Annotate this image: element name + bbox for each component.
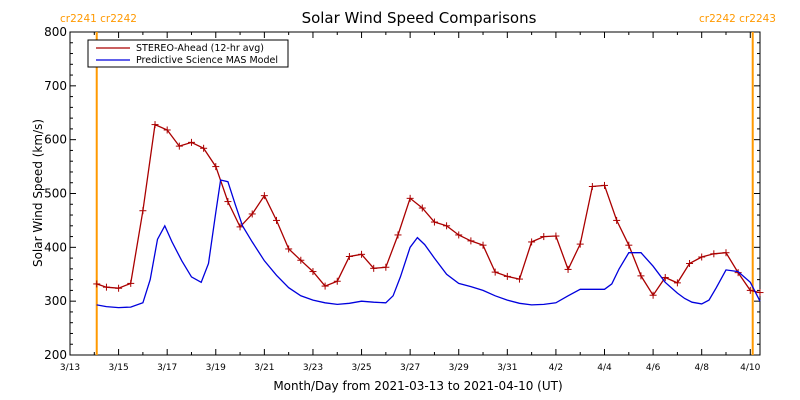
x-tick-label-18: 3/31 — [497, 363, 517, 373]
data-point — [139, 207, 147, 215]
data-point — [661, 273, 669, 281]
data-point — [151, 121, 159, 129]
data-point — [127, 279, 135, 287]
data-point — [479, 241, 487, 249]
x-tick-label-0: 3/13 — [60, 363, 80, 373]
y-tick-label-700: 700 — [44, 79, 67, 93]
data-point — [224, 198, 232, 206]
data-point — [528, 238, 536, 246]
carrington-label-left: cr2241 cr2242 — [60, 13, 137, 25]
data-point — [345, 252, 353, 260]
x-tick-label-20: 4/2 — [549, 363, 563, 373]
data-point — [649, 291, 657, 299]
x-tick-label-22: 4/4 — [597, 363, 612, 373]
carrington-markers — [95, 32, 754, 355]
legend-label-mas-model: Predictive Science MAS Model — [136, 55, 278, 66]
data-point — [285, 245, 293, 253]
data-point — [443, 222, 451, 230]
data-point — [673, 279, 681, 287]
data-point — [382, 263, 390, 271]
y-tick-label-800: 800 — [44, 25, 67, 39]
x-tick-label-16: 3/29 — [449, 363, 469, 373]
x-tick-label-26: 4/8 — [694, 363, 709, 373]
data-point — [467, 237, 475, 245]
legend-label-stereo: STEREO-Ahead (12-hr avg) — [136, 43, 264, 54]
data-point — [163, 126, 171, 134]
legend-box — [87, 39, 289, 68]
x-tick-label-4: 3/17 — [157, 363, 177, 373]
data-point — [200, 144, 208, 152]
x-tick-label-12: 3/25 — [351, 363, 371, 373]
data-point — [394, 231, 402, 239]
data-point — [175, 142, 183, 150]
data-point — [321, 282, 329, 290]
data-point — [722, 249, 730, 257]
carrington-label-right: cr2242 cr2243 — [699, 13, 776, 25]
data-point — [540, 233, 548, 241]
x-tick-label-24: 4/6 — [646, 363, 661, 373]
data-point — [552, 232, 560, 240]
data-point — [503, 272, 511, 280]
data-point — [564, 265, 572, 273]
series-group — [93, 121, 764, 309]
data-point — [370, 264, 378, 272]
data-point — [406, 194, 414, 202]
axes: 200 300 400 500 600 700 800 3/13 3/15 3/17 3/19 3/2… — [44, 25, 761, 373]
y-tick-label-300: 300 — [44, 294, 67, 308]
data-point — [491, 268, 499, 276]
data-point — [613, 216, 621, 224]
chart-title: Solar Wind Speed Comparisons — [302, 9, 537, 27]
data-point — [710, 250, 718, 258]
data-point — [260, 192, 268, 200]
x-tick-label-8: 3/21 — [254, 363, 274, 373]
data-point — [576, 240, 584, 248]
x-axis-label: Month/Day from 2021-03-13 to 2021-04-10 … — [273, 379, 562, 393]
data-point — [588, 183, 596, 191]
data-point — [187, 138, 195, 146]
y-tick-label-200: 200 — [44, 348, 67, 362]
x-tick-label-10: 3/23 — [303, 363, 323, 373]
data-point — [297, 256, 305, 264]
data-point — [333, 277, 341, 285]
data-point — [248, 210, 256, 218]
data-point — [102, 283, 110, 291]
data-point — [273, 216, 281, 224]
data-point — [418, 204, 426, 212]
data-point — [637, 272, 645, 280]
data-point — [515, 275, 523, 283]
y-tick-label-400: 400 — [44, 240, 67, 254]
data-point — [601, 181, 609, 189]
data-point — [358, 250, 366, 258]
plot-frame — [69, 31, 761, 356]
data-point — [756, 289, 764, 297]
series-line-1 — [96, 179, 761, 309]
y-axis-label: Solar Wind Speed (km/s) — [31, 119, 45, 267]
data-point — [625, 241, 633, 249]
series-line-0 — [96, 123, 761, 297]
y-tick-label-500: 500 — [44, 187, 67, 201]
y-tick-label-600: 600 — [44, 133, 67, 147]
x-tick-label-2: 3/15 — [108, 363, 128, 373]
data-point — [212, 163, 220, 171]
x-tick-label-6: 3/19 — [206, 363, 226, 373]
data-point — [115, 284, 123, 292]
x-tick-label-14: 3/27 — [400, 363, 420, 373]
x-tick-label-28: 4/10 — [740, 363, 760, 373]
data-point — [698, 253, 706, 261]
legend: STEREO-Ahead (12-hr avg) Predictive Scie… — [87, 39, 289, 68]
data-point — [746, 286, 754, 294]
data-point — [430, 218, 438, 226]
data-point — [686, 259, 694, 267]
data-point — [309, 268, 317, 276]
data-point — [734, 269, 742, 277]
data-point — [455, 231, 463, 239]
data-point — [93, 280, 101, 288]
